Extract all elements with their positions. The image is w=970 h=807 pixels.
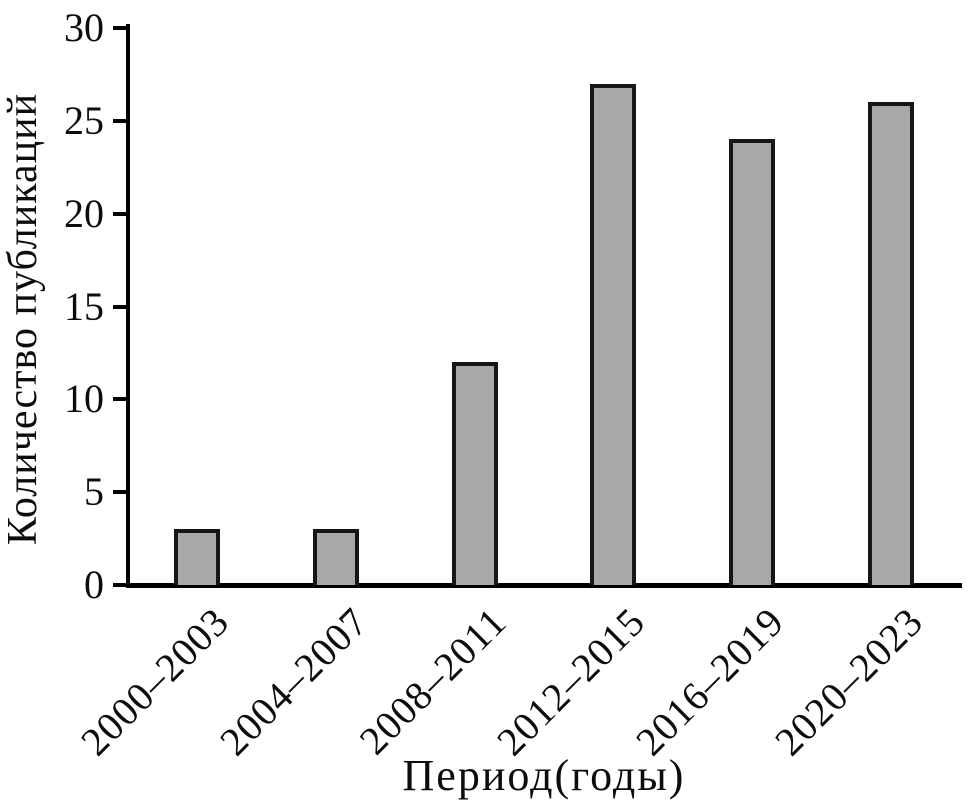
y-axis-line	[126, 24, 130, 588]
y-tick-mark	[113, 490, 127, 495]
x-category-label: 2004–2007	[211, 598, 377, 765]
bar	[590, 83, 637, 585]
x-category-label: 2008–2011	[350, 598, 516, 764]
x-category-label: 2012–2015	[488, 598, 654, 765]
bar	[729, 139, 775, 585]
x-axis-line	[126, 583, 962, 588]
x-category-label: 2000–2003	[72, 598, 238, 765]
bar	[451, 362, 498, 585]
y-tick-label: 0	[84, 562, 104, 607]
y-tick-mark	[113, 397, 127, 402]
y-tick-label: 5	[84, 469, 104, 515]
y-tick-mark	[113, 26, 127, 30]
x-axis-title: Период(годы)	[402, 751, 686, 800]
y-tick-label: 10	[64, 376, 104, 422]
bar	[174, 529, 221, 585]
bar	[313, 529, 359, 585]
y-tick-label: 15	[64, 283, 104, 329]
y-tick-label: 20	[64, 190, 104, 236]
bar	[867, 102, 914, 585]
y-tick-mark	[113, 583, 127, 587]
y-tick-mark	[113, 304, 127, 309]
y-tick-mark	[113, 211, 127, 216]
y-tick-label: 30	[64, 5, 104, 50]
y-tick-label: 25	[64, 97, 104, 143]
x-category-label: 2016–2019	[627, 598, 793, 765]
x-category-label: 2020–2023	[765, 598, 932, 765]
y-tick-mark	[113, 118, 127, 123]
